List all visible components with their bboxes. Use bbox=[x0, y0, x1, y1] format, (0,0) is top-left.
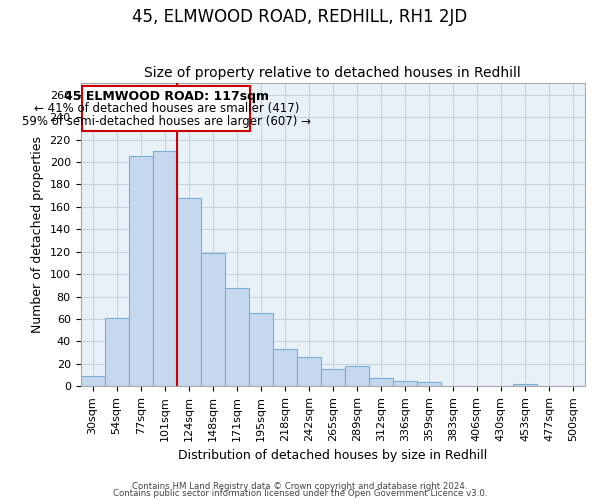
Bar bbox=[249, 314, 273, 386]
Bar bbox=[369, 378, 393, 386]
Bar bbox=[273, 350, 297, 387]
Title: Size of property relative to detached houses in Redhill: Size of property relative to detached ho… bbox=[145, 66, 521, 80]
Text: ← 41% of detached houses are smaller (417): ← 41% of detached houses are smaller (41… bbox=[34, 102, 299, 114]
Text: 45 ELMWOOD ROAD: 117sqm: 45 ELMWOOD ROAD: 117sqm bbox=[64, 90, 269, 104]
Bar bbox=[321, 370, 345, 386]
Text: 59% of semi-detached houses are larger (607) →: 59% of semi-detached houses are larger (… bbox=[22, 115, 311, 128]
Bar bbox=[104, 318, 128, 386]
Text: Contains HM Land Registry data © Crown copyright and database right 2024.: Contains HM Land Registry data © Crown c… bbox=[132, 482, 468, 491]
Bar bbox=[345, 366, 369, 386]
X-axis label: Distribution of detached houses by size in Redhill: Distribution of detached houses by size … bbox=[178, 450, 487, 462]
Bar bbox=[224, 288, 249, 386]
Y-axis label: Number of detached properties: Number of detached properties bbox=[31, 136, 44, 334]
Bar bbox=[176, 198, 200, 386]
Bar bbox=[297, 357, 321, 386]
Text: Contains public sector information licensed under the Open Government Licence v3: Contains public sector information licen… bbox=[113, 490, 487, 498]
Bar bbox=[513, 384, 537, 386]
Bar bbox=[128, 156, 152, 386]
Bar bbox=[80, 376, 104, 386]
FancyBboxPatch shape bbox=[82, 86, 250, 130]
Bar bbox=[417, 382, 441, 386]
Bar bbox=[393, 380, 417, 386]
Bar bbox=[152, 151, 176, 386]
Text: 45, ELMWOOD ROAD, REDHILL, RH1 2JD: 45, ELMWOOD ROAD, REDHILL, RH1 2JD bbox=[133, 8, 467, 26]
Bar bbox=[200, 253, 224, 386]
